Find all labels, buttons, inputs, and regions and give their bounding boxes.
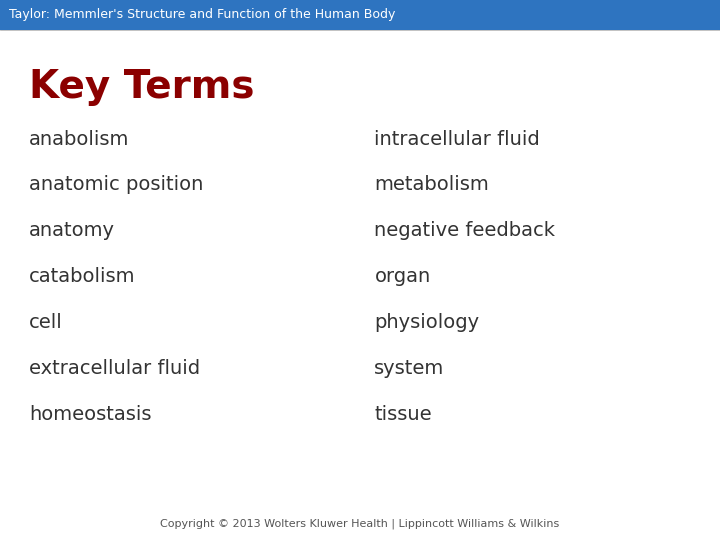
Text: negative feedback: negative feedback (374, 221, 555, 240)
Text: intracellular fluid: intracellular fluid (374, 130, 540, 148)
FancyBboxPatch shape (0, 0, 720, 30)
Text: extracellular fluid: extracellular fluid (29, 359, 200, 378)
Text: physiology: physiology (374, 313, 480, 332)
Text: Taylor: Memmler's Structure and Function of the Human Body: Taylor: Memmler's Structure and Function… (9, 8, 395, 22)
Text: anatomy: anatomy (29, 221, 114, 240)
Text: catabolism: catabolism (29, 267, 135, 286)
Text: Copyright © 2013 Wolters Kluwer Health | Lippincott Williams & Wilkins: Copyright © 2013 Wolters Kluwer Health |… (161, 519, 559, 529)
Text: tissue: tissue (374, 405, 432, 424)
Text: anabolism: anabolism (29, 130, 129, 148)
Text: organ: organ (374, 267, 431, 286)
Text: homeostasis: homeostasis (29, 405, 151, 424)
Text: anatomic position: anatomic position (29, 176, 203, 194)
Text: cell: cell (29, 313, 63, 332)
Text: metabolism: metabolism (374, 176, 489, 194)
Text: system: system (374, 359, 445, 378)
Text: Key Terms: Key Terms (29, 68, 254, 105)
